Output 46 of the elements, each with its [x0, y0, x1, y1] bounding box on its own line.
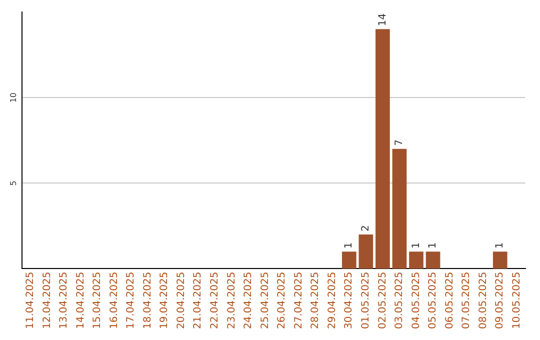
x-tick-label: 18.04.2025	[142, 272, 154, 330]
y-tick-label: 10	[9, 92, 18, 103]
x-tick-label: 10.05.2025	[511, 272, 522, 330]
x-tick-label: 28.04.2025	[310, 272, 322, 330]
data-label: 1	[428, 242, 439, 249]
x-tick-label: 19.04.2025	[159, 272, 170, 330]
bar	[392, 148, 407, 269]
x-tick-label: 26.04.2025	[276, 272, 288, 330]
x-tick-label: 02.05.2025	[377, 272, 388, 330]
data-label: 1	[344, 242, 355, 249]
x-tick-label: 15.04.2025	[92, 272, 104, 330]
bar	[492, 252, 508, 269]
x-tick-label: 01.05.2025	[360, 272, 372, 330]
bar	[358, 234, 374, 269]
x-tick-label: 20.04.2025	[176, 272, 187, 330]
x-tick-label: 17.04.2025	[126, 272, 137, 330]
x-tick-label: 13.04.2025	[58, 272, 70, 330]
x-tick-label: 24.04.2025	[243, 272, 254, 330]
data-label: 2	[360, 225, 372, 232]
x-tick-label: 04.05.2025	[410, 272, 422, 330]
x-tick-label: 12.04.2025	[42, 272, 53, 330]
x-tick-label: 08.05.2025	[478, 272, 489, 330]
bar	[409, 252, 424, 269]
x-tick-label: 23.04.2025	[226, 272, 238, 330]
x-tick-label: 11.04.2025	[24, 272, 36, 330]
x-tick-label: 16.04.2025	[108, 272, 120, 330]
data-label: 1	[494, 242, 506, 249]
x-tick-label: 05.05.2025	[428, 272, 439, 330]
x-tick-label: 09.05.2025	[494, 272, 506, 330]
bar	[426, 252, 440, 269]
x-tick-label: 29.04.2025	[326, 272, 338, 330]
x-tick-label: 03.05.2025	[394, 272, 406, 330]
bar	[342, 252, 356, 269]
x-tick-label: 22.04.2025	[210, 272, 221, 330]
x-tick-label: 25.04.2025	[260, 272, 271, 330]
x-tick-label: 30.04.2025	[344, 272, 355, 330]
data-label: 7	[394, 140, 406, 146]
x-tick-label: 14.04.2025	[75, 272, 86, 330]
x-tick-label: 06.05.2025	[444, 272, 456, 330]
x-tick-label: 07.05.2025	[461, 272, 472, 330]
x-tick-label: 21.04.2025	[192, 272, 204, 330]
x-tick-label: 27.04.2025	[293, 272, 304, 330]
data-label: 14	[377, 13, 388, 26]
y-tick-label: 5	[9, 180, 18, 186]
bar	[376, 29, 390, 269]
data-label: 1	[410, 242, 422, 249]
